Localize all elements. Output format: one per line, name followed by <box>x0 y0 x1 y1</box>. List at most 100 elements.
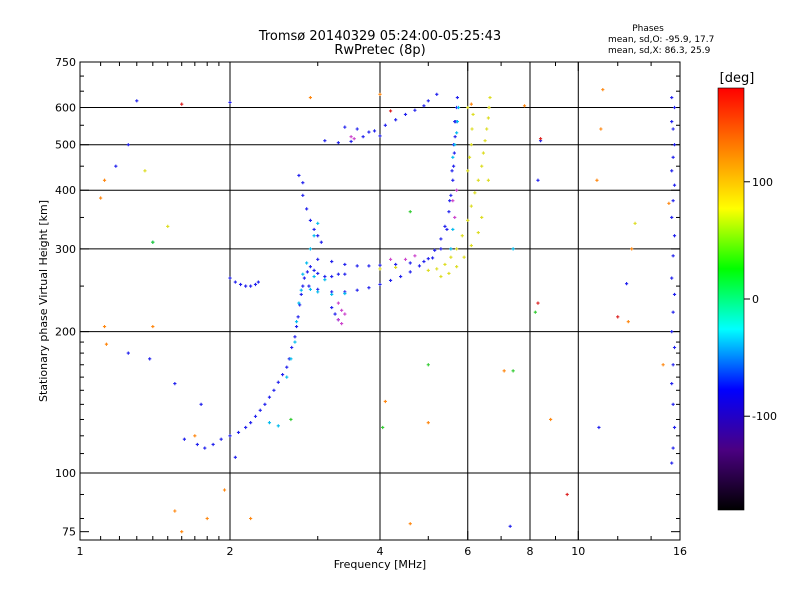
y-tick-label: 300 <box>55 243 76 256</box>
data-point <box>193 434 197 438</box>
data-point <box>228 276 232 280</box>
data-point <box>211 442 215 447</box>
data-point <box>173 381 177 386</box>
data-point <box>417 264 422 268</box>
data-point <box>453 135 457 139</box>
data-point <box>323 139 327 143</box>
data-point <box>312 274 316 279</box>
data-point <box>476 178 480 182</box>
data-point <box>448 199 452 203</box>
data-point <box>671 127 675 131</box>
phase-stats-x: mean, sd,X: 86.3, 25.9 <box>608 46 711 56</box>
data-point <box>276 380 280 384</box>
data-point <box>308 218 313 222</box>
data-point <box>222 488 227 492</box>
data-point <box>102 178 107 182</box>
data-point <box>285 375 289 379</box>
data-point <box>522 104 527 108</box>
data-point <box>308 265 313 269</box>
data-point <box>453 143 457 147</box>
data-point <box>435 267 439 271</box>
colorbar-tick-label: 100 <box>752 176 773 189</box>
data-point <box>343 125 347 129</box>
data-point <box>343 272 347 276</box>
data-point <box>453 215 457 220</box>
data-point <box>151 324 155 329</box>
data-point <box>249 421 253 425</box>
data-point <box>394 265 398 269</box>
data-point <box>297 173 301 178</box>
data-point <box>426 257 430 261</box>
data-point <box>244 425 248 430</box>
data-point <box>378 282 382 287</box>
data-point <box>343 262 347 267</box>
x-tick-label: 1 <box>77 545 84 558</box>
data-point <box>435 92 439 96</box>
data-point <box>408 522 412 526</box>
data-point <box>455 188 459 192</box>
data-point <box>305 261 309 265</box>
data-point <box>508 524 512 528</box>
data-point <box>308 95 313 100</box>
data-point <box>449 193 453 197</box>
data-point <box>316 234 320 238</box>
data-point <box>301 193 305 197</box>
data-point <box>378 134 382 138</box>
data-point <box>151 240 155 244</box>
data-point <box>312 234 316 238</box>
data-point <box>336 141 340 145</box>
data-point <box>403 112 408 117</box>
data-point <box>502 369 506 373</box>
data-point <box>289 417 293 422</box>
data-point <box>408 270 412 274</box>
data-point <box>433 248 437 252</box>
data-point <box>399 274 403 279</box>
data-point <box>473 191 477 195</box>
data-point <box>533 310 537 314</box>
data-point <box>253 282 258 287</box>
data-point <box>451 199 455 203</box>
axis-ticks <box>79 61 681 540</box>
data-point <box>233 455 237 459</box>
data-point <box>488 95 492 100</box>
data-point <box>671 446 675 450</box>
data-point <box>290 345 294 350</box>
data-point <box>296 315 300 319</box>
data-point <box>383 123 387 127</box>
data-point <box>480 215 484 220</box>
data-point <box>372 129 377 133</box>
data-point <box>538 137 543 141</box>
data-point <box>455 119 460 124</box>
data-point <box>299 292 303 297</box>
data-point <box>272 388 276 392</box>
data-point <box>565 492 569 497</box>
data-point <box>143 169 147 173</box>
data-point <box>355 127 359 131</box>
data-point <box>256 280 260 284</box>
data-point <box>481 151 485 155</box>
data-point <box>301 284 305 288</box>
data-point <box>403 257 408 261</box>
data-point <box>316 271 320 276</box>
data-point <box>455 247 459 251</box>
data-point <box>355 288 359 292</box>
data-point <box>511 247 515 251</box>
data-point <box>451 164 456 168</box>
data-point <box>388 257 393 261</box>
data-point <box>671 310 675 314</box>
data-point <box>633 221 637 225</box>
data-point <box>413 254 417 258</box>
phase-stats-o: mean, sd,O: -95.9, 17.7 <box>608 35 714 45</box>
data-point <box>671 363 675 367</box>
data-point <box>466 169 470 173</box>
data-point <box>195 442 199 447</box>
data-point <box>430 256 435 260</box>
data-points <box>99 88 677 534</box>
data-point <box>451 155 455 159</box>
phase-header: Phases <box>632 24 664 34</box>
data-point <box>297 301 301 305</box>
data-point <box>293 335 297 339</box>
data-point <box>258 408 262 412</box>
data-point <box>114 164 118 168</box>
x-tick-label: 16 <box>673 545 687 558</box>
